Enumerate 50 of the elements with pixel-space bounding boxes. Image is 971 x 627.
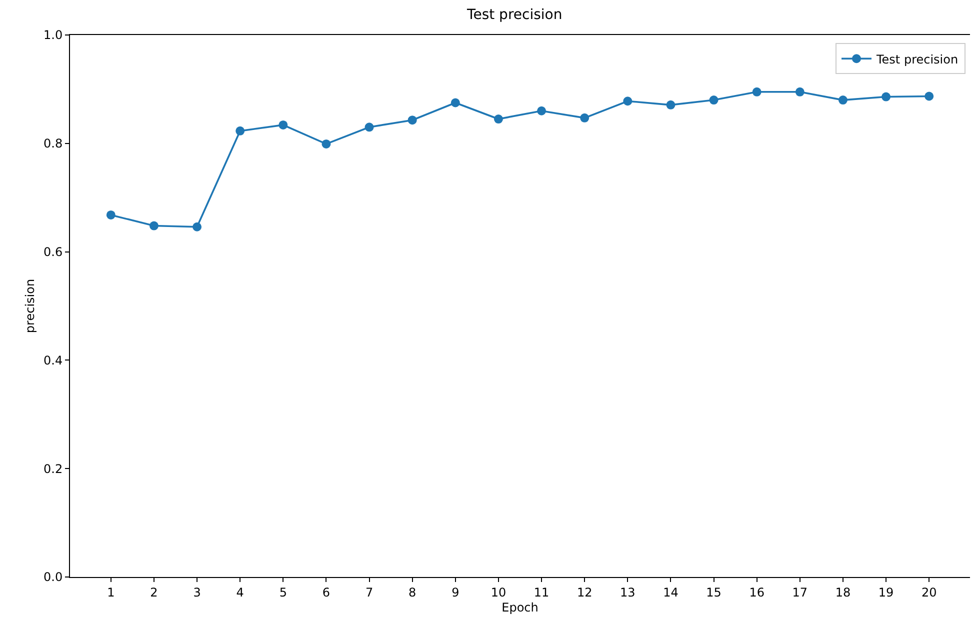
x-tick-label: 16 (749, 585, 764, 600)
point (924, 92, 934, 101)
point (623, 96, 632, 106)
y-tick-label: 0.8 (44, 136, 63, 151)
chart-title: Test precision (466, 7, 562, 24)
x-tick-label: 14 (663, 585, 678, 600)
y-tick-label: 0.0 (44, 570, 63, 584)
point (364, 122, 374, 132)
y-axis-title: precision (22, 278, 37, 334)
point (580, 113, 590, 122)
point (709, 96, 718, 105)
y-tick-label: 0.2 (44, 462, 63, 476)
y-tick-label: 0.4 (44, 353, 63, 368)
x-tick-label: 13 (620, 585, 636, 600)
x-tick-label: 8 (408, 585, 416, 600)
point (537, 106, 546, 116)
x-tick-label: 18 (835, 585, 851, 600)
point (752, 87, 762, 96)
point (192, 222, 202, 232)
point (450, 98, 460, 108)
point (666, 100, 676, 110)
x-tick-label: 7 (365, 585, 374, 600)
x-tick-label: 20 (921, 585, 937, 600)
point (882, 92, 891, 102)
point (322, 139, 331, 148)
x-tick-label: 15 (706, 585, 722, 600)
point (278, 120, 288, 130)
legend-label: Test precision (876, 52, 958, 66)
x-tick-label: 3 (193, 585, 201, 600)
point (408, 116, 417, 125)
x-tick-label: 9 (452, 585, 460, 600)
x-tick-label: 2 (150, 585, 158, 600)
x-tick-label: 5 (279, 585, 287, 600)
x-axis-title: Epoch (502, 600, 538, 614)
point (149, 221, 158, 230)
point (106, 210, 116, 220)
y-tick-label: 0.6 (44, 245, 63, 259)
point (838, 96, 848, 105)
point (795, 87, 804, 96)
point (236, 126, 245, 136)
x-tick-label: 17 (792, 585, 808, 600)
x-tick-label: 6 (322, 585, 330, 600)
x-tick-label: 11 (534, 585, 550, 600)
y-tick-label: 1.0 (44, 28, 63, 42)
x-tick-label: 12 (576, 585, 592, 600)
x-tick-label: 1 (107, 585, 115, 600)
x-tick-label: 19 (878, 585, 894, 600)
point (494, 114, 503, 124)
x-tick-label: 10 (490, 585, 506, 600)
x-tick-label: 4 (236, 585, 244, 600)
